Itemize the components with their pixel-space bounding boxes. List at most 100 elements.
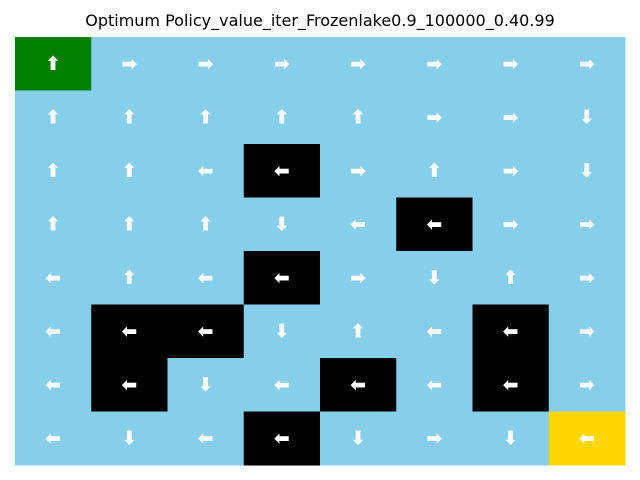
arrow-up-icon: ⬆ xyxy=(121,267,137,289)
cell-hole-r2-c3 xyxy=(243,144,321,198)
cell-hole-r6-c6 xyxy=(472,358,550,412)
cell-frozen-r3-c2 xyxy=(167,197,245,252)
arrow-down-icon: ⬇ xyxy=(579,106,595,128)
arrow-left-icon: ⬅ xyxy=(198,320,214,342)
cell-frozen-r3-c3 xyxy=(243,197,321,252)
cell-frozen-r2-c0 xyxy=(15,144,92,198)
cell-frozen-r2-c5 xyxy=(396,144,473,198)
arrow-left-icon: ⬅ xyxy=(121,374,137,396)
cell-frozen-r2-c7 xyxy=(548,144,626,198)
cell-frozen-r5-c3 xyxy=(243,304,321,359)
cell-frozen-r6-c2 xyxy=(167,358,245,412)
cell-frozen-r4-c2 xyxy=(167,251,245,305)
cell-frozen-r7-c2 xyxy=(167,411,245,466)
arrow-up-icon: ⬆ xyxy=(198,213,214,235)
cell-frozen-r6-c3 xyxy=(243,358,321,412)
cell-hole-r7-c3 xyxy=(243,411,321,466)
cell-frozen-r7-c5 xyxy=(396,411,473,466)
arrow-left-icon: ⬅ xyxy=(45,427,61,449)
arrow-down-icon: ⬇ xyxy=(198,374,214,396)
cell-frozen-r1-c5 xyxy=(396,90,473,145)
arrow-right-icon: ➡ xyxy=(426,106,442,128)
arrow-right-icon: ➡ xyxy=(579,320,595,342)
arrow-right-icon: ➡ xyxy=(579,374,595,396)
arrow-left-icon: ⬅ xyxy=(350,213,366,235)
arrow-left-icon: ⬅ xyxy=(503,320,519,342)
cell-frozen-r5-c4 xyxy=(320,304,397,359)
cell-goal-r7-c7 xyxy=(548,411,626,466)
arrow-left-icon: ⬅ xyxy=(198,160,214,182)
arrow-right-icon: ➡ xyxy=(426,53,442,75)
cell-frozen-r0-c5 xyxy=(396,37,473,91)
arrow-left-icon: ⬅ xyxy=(426,213,442,235)
cell-frozen-r0-c1 xyxy=(91,37,168,91)
arrow-left-icon: ⬅ xyxy=(198,427,214,449)
cell-frozen-r7-c4 xyxy=(320,411,397,466)
cell-frozen-r2-c4 xyxy=(320,144,397,198)
cell-frozen-r0-c2 xyxy=(167,37,245,91)
chart-title: Optimum Policy_value_iter_Frozenlake0.9_… xyxy=(85,11,555,30)
arrow-left-icon: ⬅ xyxy=(45,267,61,289)
cell-frozen-r4-c7 xyxy=(548,251,626,305)
cell-frozen-r4-c4 xyxy=(320,251,397,305)
cell-frozen-r7-c6 xyxy=(472,411,550,466)
cell-frozen-r0-c3 xyxy=(243,37,321,91)
cell-frozen-r3-c0 xyxy=(15,197,92,252)
arrow-right-icon: ➡ xyxy=(503,213,519,235)
arrow-up-icon: ⬆ xyxy=(350,106,366,128)
arrow-down-icon: ⬇ xyxy=(274,320,290,342)
cell-frozen-r3-c1 xyxy=(91,197,168,252)
cell-frozen-r4-c6 xyxy=(472,251,550,305)
cell-frozen-r4-c5 xyxy=(396,251,473,305)
arrow-up-icon: ⬆ xyxy=(45,106,61,128)
cell-frozen-r3-c4 xyxy=(320,197,397,252)
arrow-right-icon: ➡ xyxy=(503,160,519,182)
cell-hole-r5-c2 xyxy=(167,304,245,359)
cell-frozen-r1-c0 xyxy=(15,90,92,145)
arrow-up-icon: ⬆ xyxy=(503,267,519,289)
cell-frozen-r0-c4 xyxy=(320,37,397,91)
cell-frozen-r1-c7 xyxy=(548,90,626,145)
arrow-left-icon: ⬅ xyxy=(274,267,290,289)
arrow-left-icon: ⬅ xyxy=(198,267,214,289)
cell-frozen-r7-c0 xyxy=(15,411,92,466)
cell-frozen-r6-c0 xyxy=(15,358,92,412)
cell-frozen-r5-c7 xyxy=(548,304,626,359)
cell-frozen-r4-c1 xyxy=(91,251,168,305)
arrow-down-icon: ⬇ xyxy=(274,213,290,235)
cell-frozen-r0-c7 xyxy=(548,37,626,91)
arrow-right-icon: ➡ xyxy=(274,53,290,75)
cell-frozen-r0-c6 xyxy=(472,37,550,91)
arrow-up-icon: ⬆ xyxy=(121,106,137,128)
arrow-up-icon: ⬆ xyxy=(45,213,61,235)
arrow-up-icon: ⬆ xyxy=(350,320,366,342)
arrow-up-icon: ⬆ xyxy=(426,160,442,182)
arrow-left-icon: ⬅ xyxy=(274,427,290,449)
arrow-down-icon: ⬇ xyxy=(350,427,366,449)
arrow-right-icon: ➡ xyxy=(579,53,595,75)
cell-hole-r6-c1 xyxy=(91,358,168,412)
cell-hole-r6-c4 xyxy=(320,358,397,412)
arrow-down-icon: ⬇ xyxy=(426,267,442,289)
cell-frozen-r5-c0 xyxy=(15,304,92,359)
arrow-left-icon: ⬅ xyxy=(350,374,366,396)
cell-hole-r3-c5 xyxy=(396,197,473,252)
cell-frozen-r1-c4 xyxy=(320,90,397,145)
cell-hole-r5-c1 xyxy=(91,304,168,359)
arrow-left-icon: ⬅ xyxy=(579,427,595,449)
arrow-left-icon: ⬅ xyxy=(274,160,290,182)
arrow-down-icon: ⬇ xyxy=(503,427,519,449)
arrow-right-icon: ➡ xyxy=(579,267,595,289)
arrow-left-icon: ⬅ xyxy=(274,374,290,396)
cell-frozen-r1-c3 xyxy=(243,90,321,145)
cell-frozen-r6-c7 xyxy=(548,358,626,412)
arrow-right-icon: ➡ xyxy=(350,160,366,182)
arrow-left-icon: ⬅ xyxy=(503,374,519,396)
arrow-left-icon: ⬅ xyxy=(45,374,61,396)
cell-frozen-r5-c5 xyxy=(396,304,473,359)
cell-frozen-r1-c6 xyxy=(472,90,550,145)
arrow-right-icon: ➡ xyxy=(579,213,595,235)
cell-hole-r5-c6 xyxy=(472,304,550,359)
cell-frozen-r2-c2 xyxy=(167,144,245,198)
